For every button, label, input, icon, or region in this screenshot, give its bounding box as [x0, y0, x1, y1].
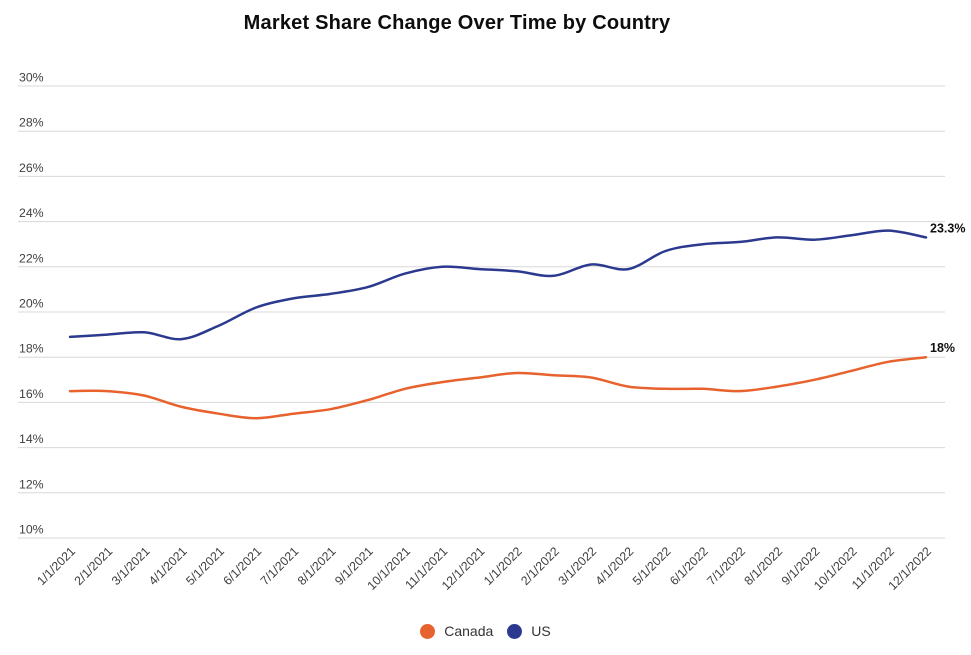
x-tick-label: 4/1/2021 [146, 544, 190, 588]
x-tick-label: 1/1/2022 [481, 544, 525, 588]
x-tick-label: 7/1/2022 [704, 544, 748, 588]
x-tick-label: 2/1/2022 [518, 544, 562, 588]
y-tick-label: 20% [19, 297, 44, 311]
x-tick-label: 8/1/2021 [295, 544, 339, 588]
x-tick-label: 1/1/2021 [34, 544, 78, 588]
chart-legend: Canada US [0, 616, 971, 646]
legend-label-canada: Canada [444, 623, 494, 639]
gridlines [18, 85, 945, 539]
series-end-labels: 18% 23.3% [930, 221, 965, 355]
y-tick-label: 30% [19, 71, 44, 85]
series-end-label-canada: 18% [930, 341, 955, 355]
x-tick-label: 5/1/2022 [630, 544, 674, 588]
y-tick-label: 22% [19, 251, 44, 265]
y-tick-label: 28% [19, 116, 44, 130]
us-legend-dot-icon [507, 623, 523, 639]
y-tick-label: 10% [19, 523, 44, 537]
x-tick-label: 5/1/2021 [183, 544, 227, 588]
x-tick-label: 4/1/2022 [593, 544, 637, 588]
y-tick-label: 24% [19, 206, 44, 220]
x-tick-label: 3/1/2022 [555, 544, 599, 588]
y-axis-tick-labels: 30% 28% 26% 24% 22% 20% 18% 16% 14% 12% 10% [19, 71, 44, 537]
canada-legend-dot-icon [420, 623, 436, 639]
x-tick-label: 6/1/2022 [667, 544, 711, 588]
series-line-us [68, 229, 928, 341]
x-axis-tick-labels: 1/1/20212/1/20213/1/20214/1/20215/1/2021… [34, 544, 934, 593]
y-tick-label: 14% [19, 432, 44, 446]
series-end-label-us: 23.3% [930, 221, 965, 235]
legend-item-canada[interactable]: Canada [420, 623, 493, 639]
x-tick-label: 7/1/2021 [258, 544, 302, 588]
legend-item-us[interactable]: US [507, 623, 551, 639]
y-tick-label: 16% [19, 387, 44, 401]
x-tick-label: 2/1/2021 [72, 544, 116, 588]
chart-title: Market Share Change Over Time by Country [243, 12, 671, 34]
legend-label-us: US [531, 623, 551, 639]
series-lines [68, 229, 928, 420]
x-tick-label: 6/1/2021 [220, 544, 264, 588]
series-line-canada [68, 355, 928, 420]
y-tick-label: 26% [19, 161, 44, 175]
y-tick-label: 12% [19, 477, 44, 491]
x-tick-label: 8/1/2022 [741, 544, 785, 588]
y-tick-label: 18% [19, 342, 44, 356]
x-tick-label: 3/1/2021 [109, 544, 153, 588]
